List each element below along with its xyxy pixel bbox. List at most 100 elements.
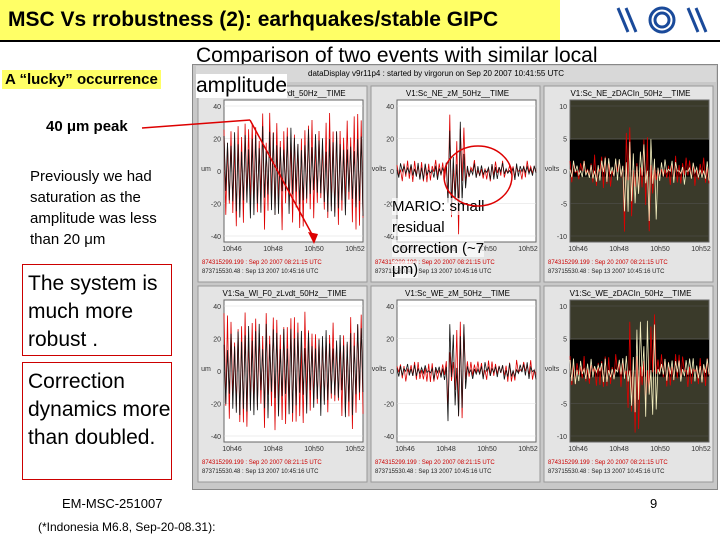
panel-title: V1:Sc_NE_zDACIn_50Hz__TIME xyxy=(570,89,690,98)
title-bar xyxy=(0,0,560,40)
y-tick-label: 40 xyxy=(213,304,221,311)
x-tick-label: 10h46 xyxy=(222,246,242,253)
y-axis-label: volts xyxy=(372,366,387,373)
slide-title: MSC Vs rrobustness (2): earhquakes/stabl… xyxy=(8,8,499,31)
x-tick-label: 10h50 xyxy=(304,446,324,453)
panel-title: V1:Sc_WE_zM_50Hz__TIME xyxy=(405,289,510,298)
robust-text: The system is much more robust . xyxy=(28,272,158,351)
x-tick-label: 10h52 xyxy=(518,446,538,453)
dynamics-text: Correction dynamics more than doubled. xyxy=(28,370,171,449)
y-tick-label: 0 xyxy=(390,169,394,176)
ego-virgo-logo-icon xyxy=(616,6,708,34)
y-tick-label: 10 xyxy=(559,304,567,311)
trace-reference xyxy=(223,126,364,219)
x-tick-label: 10h46 xyxy=(222,446,242,453)
panel-title: V1:Sc_NE_zM_50Hz__TIME xyxy=(406,89,509,98)
x-tick-label: 10h48 xyxy=(263,246,283,253)
y-tick-label: -40 xyxy=(384,234,394,241)
plot-panel-1: V1:Sa_Nl_F0_zLvdt_50Hz__TIME40200-20-401… xyxy=(197,85,368,283)
y-tick-label: 20 xyxy=(213,337,221,344)
y-tick-label: 0 xyxy=(217,169,221,176)
x-tick-label: 10h52 xyxy=(691,446,711,453)
footer-id: EM-MSC-251007 xyxy=(62,496,163,511)
x-tick-label: 10h50 xyxy=(650,446,670,453)
x-tick-label: 10h50 xyxy=(477,246,497,253)
y-tick-label: -5 xyxy=(561,402,567,409)
y-axis-label: volts xyxy=(372,166,387,173)
y-tick-label: 0 xyxy=(390,369,394,376)
y-tick-label: 20 xyxy=(386,337,394,344)
y-tick-label: 0 xyxy=(563,369,567,376)
x-tick-label: 10h52 xyxy=(345,246,365,253)
title-divider xyxy=(0,40,720,42)
panel-footer-event: 874315299.199 : Sep 20 2007 08:21:15 UTC xyxy=(548,260,668,266)
y-tick-label: 40 xyxy=(386,104,394,111)
panel-footer-reference: 873715530.48 : Sep 13 2007 10:45:16 UTC xyxy=(375,269,492,275)
robust-box xyxy=(22,264,172,356)
y-tick-label: 0 xyxy=(563,169,567,176)
panel-footer-event: 874315299.199 : Sep 20 2007 08:21:15 UTC xyxy=(202,460,322,466)
panel-footer-reference: 873715530.48 : Sep 13 2007 10:45:16 UTC xyxy=(375,469,492,475)
slide-subtitle-line2: amplitude xyxy=(196,74,288,98)
x-tick-label: 10h48 xyxy=(609,246,629,253)
panel-footer-event: 874315299.199 : Sep 20 2007 08:21:15 UTC xyxy=(375,460,495,466)
panel-title: V1:Sa_Wl_F0_zLvdt_50Hz__TIME xyxy=(222,289,346,298)
y-tick-label: -20 xyxy=(384,202,394,209)
x-tick-label: 10h50 xyxy=(650,246,670,253)
y-tick-label: -10 xyxy=(557,234,567,241)
y-tick-label: 10 xyxy=(559,104,567,111)
dynamics-box xyxy=(22,362,172,480)
y-tick-label: -5 xyxy=(561,202,567,209)
y-tick-label: 0 xyxy=(217,369,221,376)
y-tick-label: 5 xyxy=(563,337,567,344)
y-axis-label: volts xyxy=(545,366,560,373)
y-tick-label: 20 xyxy=(213,137,221,144)
y-tick-label: 20 xyxy=(386,137,394,144)
y-axis-label: um xyxy=(201,366,211,373)
panel-footer-reference: 873715530.48 : Sep 13 2007 10:45:16 UTC xyxy=(548,469,665,475)
x-tick-label: 10h50 xyxy=(304,246,324,253)
y-tick-label: 40 xyxy=(213,104,221,111)
screenshot-header: dataDisplay v9r11p4 : started by virgoru… xyxy=(196,66,716,82)
plot-panel-4: V1:Sa_Wl_F0_zLvdt_50Hz__TIME40200-20-401… xyxy=(197,285,368,483)
x-tick-label: 10h48 xyxy=(609,446,629,453)
lucky-occurrence-label: A “lucky” occurrence xyxy=(2,70,161,89)
y-tick-label: -40 xyxy=(211,234,221,241)
slide-subtitle: Comparison of two events with similar lo… xyxy=(196,44,598,67)
footer-reference: (*Indonesia M6.8, Sep-20-08.31): xyxy=(38,520,216,534)
y-tick-label: -10 xyxy=(557,434,567,441)
y-tick-label: -20 xyxy=(211,402,221,409)
x-tick-label: 10h46 xyxy=(568,446,588,453)
y-tick-label: -40 xyxy=(211,434,221,441)
x-tick-label: 10h50 xyxy=(477,446,497,453)
trace-reference xyxy=(396,324,537,422)
panel-footer-reference: 873715530.48 : Sep 13 2007 10:45:16 UTC xyxy=(202,269,319,275)
peak-label: 40 μm peak xyxy=(46,118,128,135)
trace-reference xyxy=(569,320,710,417)
y-axis-label: um xyxy=(201,166,211,173)
x-tick-label: 10h48 xyxy=(436,446,456,453)
y-tick-label: 40 xyxy=(386,304,394,311)
x-tick-label: 10h52 xyxy=(518,246,538,253)
panel-footer-event: 874315299.199 : Sep 20 2007 08:21:15 UTC xyxy=(548,460,668,466)
y-tick-label: 5 xyxy=(563,137,567,144)
y-tick-label: -40 xyxy=(384,434,394,441)
x-tick-label: 10h52 xyxy=(345,446,365,453)
page-number: 9 xyxy=(650,496,658,511)
y-tick-label: -20 xyxy=(384,402,394,409)
trace-reference xyxy=(569,139,710,222)
panel-footer-event: 874315299.199 : Sep 20 2007 08:21:15 UTC xyxy=(375,260,495,266)
panel-footer-reference: 873715530.48 : Sep 13 2007 10:45:16 UTC xyxy=(548,269,665,275)
trace-reference xyxy=(223,323,364,419)
note-previous-saturation: Previously we had saturation as the ampl… xyxy=(30,168,157,248)
x-tick-label: 10h48 xyxy=(263,446,283,453)
x-tick-label: 10h46 xyxy=(568,246,588,253)
mario-annotation: MARIO: small residual correction (~7 μm) xyxy=(392,196,512,280)
panel-footer-reference: 873715530.48 : Sep 13 2007 10:45:16 UTC xyxy=(202,469,319,475)
trace-event xyxy=(569,314,710,433)
x-tick-label: 10h52 xyxy=(691,246,711,253)
